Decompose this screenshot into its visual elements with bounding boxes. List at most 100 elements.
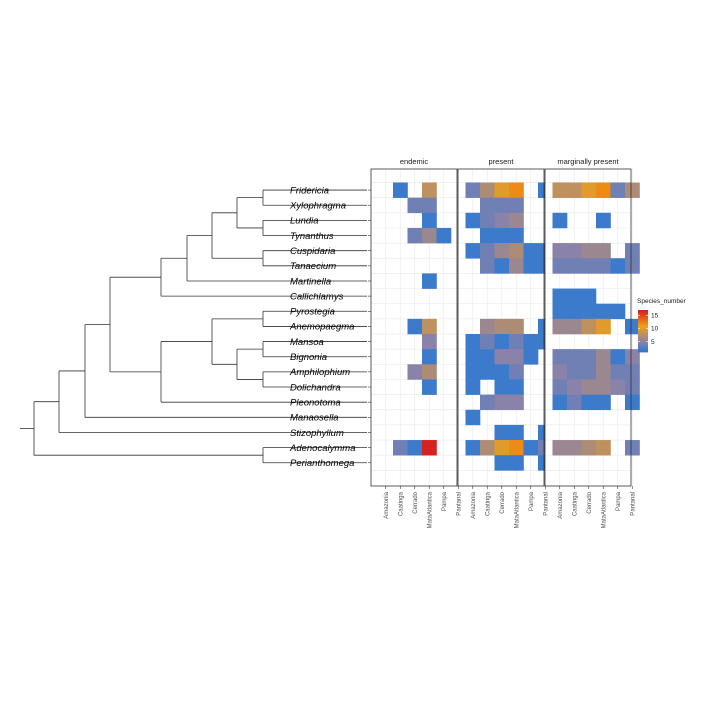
heatmap-cell (393, 440, 408, 456)
heatmap-cell (494, 212, 510, 229)
heatmap-cell (494, 394, 510, 411)
x-tick-label: Caatinga (485, 491, 491, 516)
legend-color-step (638, 336, 648, 338)
x-tick-label: Cerrado (413, 491, 419, 513)
heatmap-cell (494, 334, 510, 350)
legend-color-step (638, 341, 648, 343)
taxon-label: Pleonotoma (290, 397, 341, 408)
facet-panel: present Amazonia Caatinga Cerrado MataAtlant… (457, 157, 553, 528)
heatmap-cell (480, 334, 495, 350)
heatmap-cell (581, 364, 597, 380)
heatmap-cell (407, 364, 423, 380)
taxon-label: Xylophragma (289, 201, 346, 212)
heatmap-cell (596, 440, 611, 456)
heatmap-cell (480, 364, 495, 380)
heatmap-cell (509, 334, 524, 350)
heatmap-cell (596, 243, 611, 259)
heatmap-cell (581, 303, 597, 320)
heatmap-cell (625, 243, 640, 259)
heatmap-cell (581, 318, 597, 335)
heatmap-cell (567, 258, 582, 274)
heatmap-cell (494, 318, 510, 335)
legend-color-step (638, 344, 648, 347)
facet-strip-label: present (488, 157, 514, 166)
heatmap-cell (567, 182, 582, 198)
x-tick-label: Pampa (529, 491, 535, 511)
heatmap-cell (422, 379, 437, 395)
heatmap-cell (581, 440, 597, 456)
legend-color-step (638, 318, 648, 320)
x-tick-label: Amazonia (471, 491, 477, 518)
legend-color-step (638, 321, 648, 323)
heatmap-cell (552, 394, 568, 411)
x-tick-label: Cerrado (500, 491, 506, 513)
heatmap-cell (552, 288, 568, 304)
heatmap-cell (509, 440, 524, 456)
heatmap-cell (509, 424, 524, 441)
heatmap-cell (567, 288, 582, 304)
heatmap-cell (552, 379, 568, 395)
heatmap-cell (596, 318, 611, 335)
heatmap-cell (494, 258, 510, 274)
heatmap-cell (581, 288, 597, 304)
heatmap-cell (596, 364, 611, 380)
legend-color-step (638, 339, 648, 341)
heatmap-cell (509, 364, 524, 380)
heatmap-cell (581, 243, 597, 259)
heatmap-cell (509, 258, 524, 274)
heatmap-cell (509, 197, 524, 214)
legend-color-step (638, 338, 648, 340)
heatmap-cell (480, 227, 495, 244)
heatmap-cell (393, 182, 408, 198)
heatmap-cell (422, 197, 437, 214)
heatmap-cell (625, 318, 640, 335)
x-tick-label: Pantanal (456, 492, 462, 516)
legend-tick-label: 5 (651, 339, 655, 346)
heatmap-cell (625, 364, 640, 380)
legend-color-step (638, 342, 648, 344)
taxon-label: Mansoa (290, 337, 324, 348)
taxon-label: Manaosella (290, 413, 339, 424)
legend-color-step (638, 328, 648, 331)
x-tick-label: Pampa (616, 491, 622, 511)
taxon-label: Tynanthus (290, 231, 334, 242)
heatmap-cell (610, 303, 626, 320)
species-number-legend: Species_number 5 10 15 (637, 298, 687, 353)
heatmap-cell (610, 258, 626, 274)
heatmap-cell (480, 212, 495, 229)
legend-color-step (638, 332, 648, 334)
heatmap-cell (422, 212, 437, 229)
heatmap-cell (422, 349, 437, 365)
heatmap-cell (494, 227, 510, 244)
heatmap-cell (509, 455, 524, 471)
heatmap-cell (480, 197, 495, 214)
heatmap-cell (596, 379, 611, 395)
heatmap-cell (596, 182, 611, 198)
heatmap-cell (567, 243, 582, 259)
heatmap-cell (523, 243, 539, 259)
heatmap-cell (494, 182, 510, 198)
heatmap-cell (552, 440, 568, 456)
heatmap-cell (596, 212, 611, 229)
heatmap-cell (494, 197, 510, 214)
taxon-label: Lundia (290, 216, 319, 227)
heatmap-cell (480, 182, 495, 198)
heatmap-cell (465, 212, 481, 229)
heatmap-cell (407, 440, 423, 456)
taxon-label: Bignonia (290, 352, 327, 363)
heatmap-cell (465, 334, 481, 350)
legend-color-step (638, 315, 648, 317)
heatmap-cell (465, 409, 481, 426)
heatmap-cell (480, 394, 495, 411)
heatmap-cell (509, 349, 524, 365)
heatmap-cell (625, 182, 640, 198)
heatmap-cell (625, 394, 640, 411)
heatmap-cell (581, 379, 597, 395)
taxon-labels: Fridericia Xylophragma Lundia Tynanthus Cusp… (289, 185, 355, 469)
taxon-label: Adenocalymma (289, 443, 355, 454)
panel-border (370, 168, 458, 487)
heatmap-cell (523, 349, 539, 365)
legend-color-step (638, 317, 648, 319)
panel-border (457, 168, 545, 487)
